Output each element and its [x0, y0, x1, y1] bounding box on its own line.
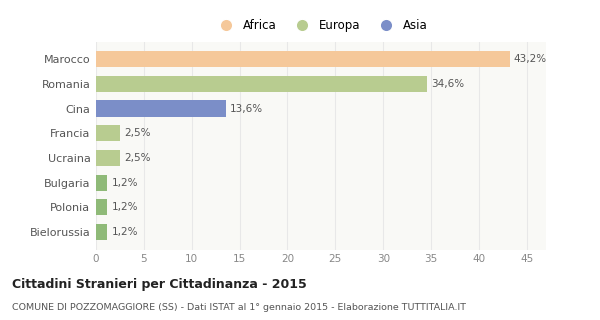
Text: 1,2%: 1,2% [112, 178, 138, 188]
Text: 1,2%: 1,2% [112, 202, 138, 212]
Text: 2,5%: 2,5% [124, 128, 150, 138]
Text: 43,2%: 43,2% [514, 54, 547, 64]
Bar [96, 175, 107, 191]
Text: 1,2%: 1,2% [112, 227, 138, 237]
Bar [96, 51, 509, 67]
Text: 34,6%: 34,6% [431, 79, 464, 89]
Bar [96, 100, 226, 116]
Text: COMUNE DI POZZOMAGGIORE (SS) - Dati ISTAT al 1° gennaio 2015 - Elaborazione TUTT: COMUNE DI POZZOMAGGIORE (SS) - Dati ISTA… [12, 303, 466, 312]
Bar [96, 125, 120, 141]
Text: Cittadini Stranieri per Cittadinanza - 2015: Cittadini Stranieri per Cittadinanza - 2… [12, 278, 307, 291]
Text: 13,6%: 13,6% [230, 104, 263, 114]
Bar [96, 76, 427, 92]
Bar [96, 224, 107, 240]
Legend: Africa, Europa, Asia: Africa, Europa, Asia [209, 14, 433, 37]
Bar [96, 199, 107, 215]
Bar [96, 150, 120, 166]
Text: 2,5%: 2,5% [124, 153, 150, 163]
